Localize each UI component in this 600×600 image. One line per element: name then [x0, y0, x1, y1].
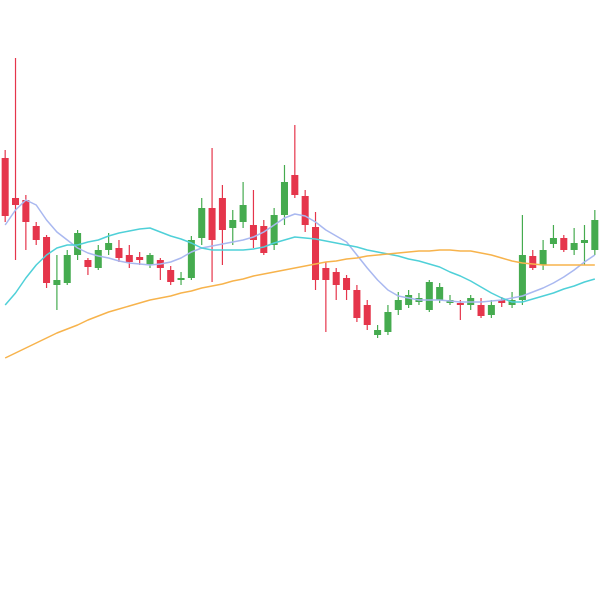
candle-body [322, 268, 330, 280]
candle-body [84, 260, 92, 267]
candle-body [498, 300, 506, 303]
candle-body [136, 257, 144, 260]
candle-body [477, 305, 485, 316]
candle-body [22, 200, 30, 222]
candle-body [374, 330, 382, 335]
candle-body [187, 240, 195, 278]
candle-body [343, 278, 351, 290]
candle-body [353, 290, 361, 318]
candle-body [239, 205, 247, 222]
candle-body [425, 282, 433, 310]
candle-body [591, 220, 599, 250]
candle-body [518, 255, 526, 300]
candle-body [487, 305, 495, 315]
candle-body [270, 215, 278, 245]
candle-body [1, 158, 9, 216]
candle-body [291, 175, 299, 195]
candle-body [218, 198, 226, 230]
candle-body [312, 227, 320, 280]
candle-body [249, 225, 257, 240]
candle-body [198, 208, 206, 238]
candle-body [229, 220, 237, 228]
candle-body [146, 255, 154, 265]
candle-body [529, 256, 537, 268]
moving-average-line [4, 199, 596, 303]
candle-body [570, 243, 578, 250]
candle-body [363, 305, 371, 325]
candle-body [43, 237, 51, 283]
candle-body [105, 243, 113, 250]
candle-body [332, 272, 340, 285]
candle-body [384, 312, 392, 332]
moving-average-line [4, 227, 596, 306]
candle-body [560, 238, 568, 250]
candle-body [12, 198, 20, 205]
candle-body [167, 270, 175, 282]
candle-body [394, 300, 402, 310]
candle-body [32, 226, 40, 240]
candle-body [539, 250, 547, 265]
candle-body [208, 208, 216, 240]
candle-body [280, 182, 288, 215]
candle-body [115, 248, 123, 258]
candle-body [405, 295, 413, 305]
candle-body [53, 280, 61, 285]
candle-body [125, 255, 133, 262]
candle-body [456, 303, 464, 305]
candle-body [177, 278, 185, 280]
moving-average-line [4, 249, 595, 359]
candle-body [260, 226, 268, 253]
candle-body [301, 196, 309, 225]
candle-body [580, 240, 588, 243]
candle-body [74, 233, 82, 255]
candle-body [549, 238, 557, 244]
candle-body [94, 250, 102, 268]
candle-body [63, 255, 71, 283]
candle-body [436, 287, 444, 300]
